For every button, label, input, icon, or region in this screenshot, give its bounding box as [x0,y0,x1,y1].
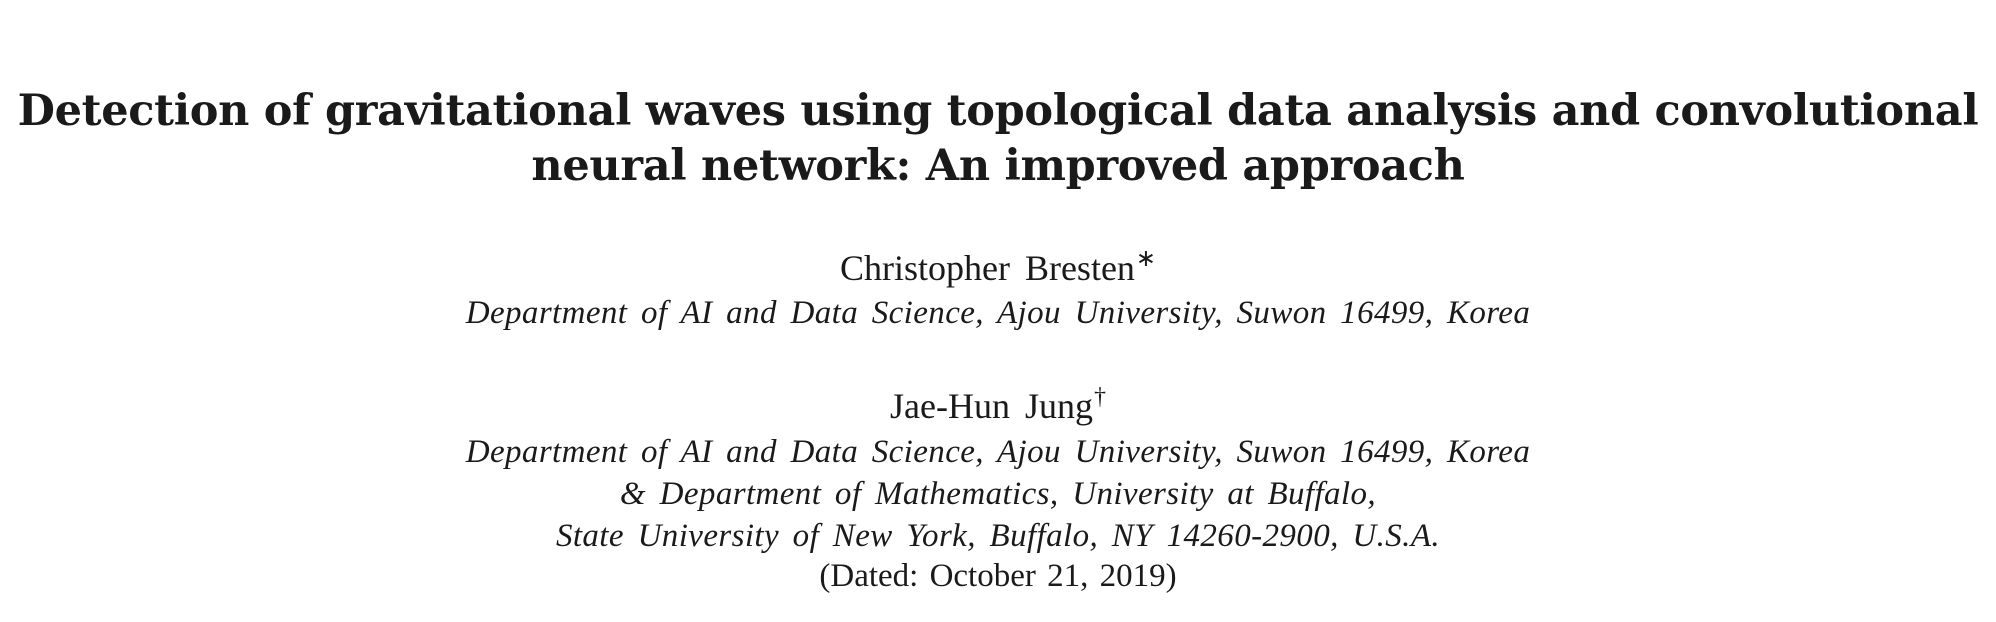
author-name-text: Jae-Hun Jung [890,386,1093,426]
affiliation-line: Department of AI and Data Science, Ajou … [465,434,1531,470]
author-footnote-mark: ∗ [1135,246,1157,272]
affiliation-line: Department of AI and Data Science, Ajou … [465,295,1531,331]
affiliation-line: State University of New York, Buffalo, N… [555,518,1441,554]
title-line: neural network: An improved approach [531,141,1465,191]
dated-line: (Dated: October 21, 2019) [819,558,1177,594]
author-name-text: Christopher Bresten [839,248,1135,288]
title-line: Detection of gravitational waves using t… [17,86,1979,136]
author-name: Christopher Bresten∗ [0,246,1996,288]
author-footnote-mark: † [1093,384,1106,410]
author-affiliation: Department of AI and Data Science, Ajou … [0,292,1996,334]
affiliation-line: & Department of Mathematics, University … [619,476,1377,512]
author-affiliation: Department of AI and Data Science, Ajou … [0,431,1996,557]
paper-title: Detection of gravitational waves using t… [0,84,1996,194]
author-name: Jae-Hun Jung† [0,384,1996,426]
